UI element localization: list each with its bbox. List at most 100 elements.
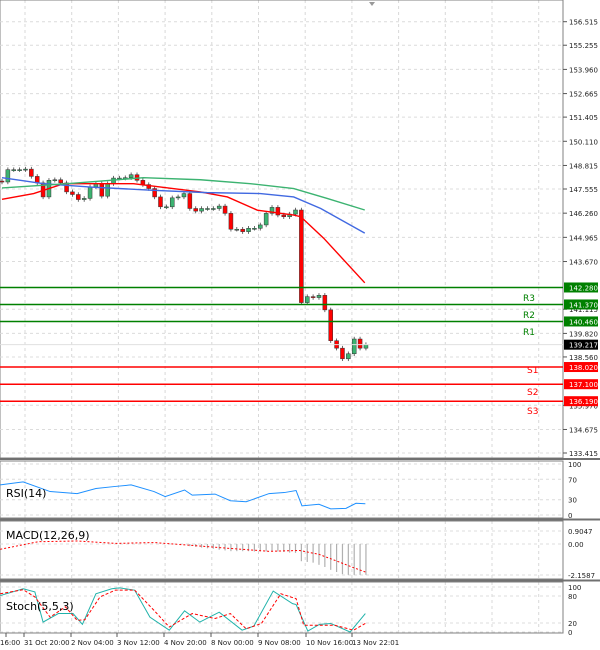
- candle: [222, 205, 228, 214]
- price-axis-label: 153.960: [569, 66, 598, 74]
- time-axis-label: 16:00: [0, 639, 20, 647]
- level-price-label: 136.190: [569, 398, 598, 406]
- candle: [293, 209, 298, 215]
- candle: [187, 193, 193, 209]
- level-label: S1: [527, 366, 538, 376]
- candle: [281, 214, 287, 217]
- rsi-title: RSI(14): [6, 487, 46, 500]
- price-axis-label: 147.555: [569, 186, 598, 194]
- level-price-tag: [564, 299, 598, 310]
- level-price-label: 142.280: [569, 284, 598, 292]
- current-price-tag: [564, 339, 598, 350]
- indicator-axis-label: 0.9047: [568, 528, 593, 536]
- level-price-tag: [564, 379, 598, 390]
- current-price-label: 139.217: [569, 342, 598, 350]
- candle: [11, 169, 16, 171]
- time-axis-label: 10 Nov 16:00: [306, 639, 353, 647]
- candle: [17, 169, 22, 171]
- candle: [316, 295, 322, 298]
- price-axis-label: 139.820: [569, 330, 598, 338]
- candle: [205, 208, 210, 210]
- time-axis-label: 4 Nov 20:00: [164, 639, 207, 647]
- candle: [128, 174, 134, 178]
- candle: [275, 207, 281, 216]
- panel-border: [0, 581, 564, 634]
- candle: [23, 168, 28, 171]
- candle: [228, 213, 234, 230]
- candle: [199, 208, 204, 212]
- candle: [351, 338, 357, 355]
- candle: [146, 184, 151, 189]
- price-axis-label: 151.405: [569, 114, 598, 122]
- price-axis-label: 148.815: [569, 162, 598, 170]
- level-price-label: 138.020: [569, 364, 598, 372]
- candle: [310, 296, 316, 298]
- candle: [58, 179, 63, 184]
- candle: [246, 228, 251, 232]
- candle: [81, 198, 87, 200]
- level-label: R2: [523, 311, 535, 321]
- rsi-line: [0, 481, 366, 510]
- panel-border: [0, 460, 564, 519]
- candle: [304, 296, 310, 303]
- price-axis-label: 146.260: [569, 210, 598, 218]
- candle: [52, 179, 58, 181]
- moving-average-line: [1, 182, 366, 284]
- stoch-line: [0, 589, 366, 631]
- level-label: R1: [523, 328, 535, 338]
- level-label: S2: [527, 388, 538, 398]
- candle: [0, 180, 5, 183]
- time-axis-label: 31 Oct 20:00: [24, 639, 70, 647]
- price-axis-label: 150.110: [569, 138, 598, 146]
- candle: [328, 309, 333, 341]
- candle: [299, 209, 304, 303]
- candle: [70, 191, 75, 195]
- candle: [181, 193, 187, 198]
- price-axis-label: 144.965: [569, 234, 598, 242]
- candle: [252, 228, 257, 230]
- candle: [357, 338, 363, 349]
- candle: [87, 186, 93, 199]
- level-price-label: 137.100: [569, 381, 598, 389]
- candle: [164, 206, 169, 209]
- level-price-tag: [564, 282, 598, 293]
- panel-border: [0, 520, 564, 580]
- candle: [340, 347, 345, 360]
- price-axis-label: 152.665: [569, 91, 598, 99]
- level-price-label: 140.460: [569, 318, 598, 326]
- indicator-axis-label: 80: [568, 593, 577, 601]
- candle: [263, 213, 269, 226]
- candle: [240, 228, 245, 232]
- level-label: R3: [523, 294, 535, 304]
- candle: [234, 228, 240, 231]
- level-price-tag: [564, 316, 598, 327]
- indicator-axis-label: 0.00: [568, 541, 584, 549]
- indicator-axis-label: 70: [568, 476, 577, 484]
- indicator-axis-label: 100: [568, 461, 581, 469]
- time-axis-label: 9 Nov 08:00: [258, 639, 301, 647]
- indicator-axis-label: -2.1587: [568, 572, 595, 580]
- price-axis-label: 156.515: [569, 19, 598, 27]
- candle: [76, 194, 81, 200]
- candle: [105, 183, 110, 197]
- candle: [29, 168, 34, 177]
- indicator-axis-label: 0: [568, 629, 572, 637]
- candle: [64, 182, 69, 193]
- candle: [111, 177, 116, 184]
- indicator-axis-label: 20: [568, 620, 577, 628]
- candle: [193, 208, 198, 212]
- time-axis-label: 8 Nov 00:00: [211, 639, 254, 647]
- price-axis-label: 138.560: [569, 354, 598, 362]
- price-axis-label: 133.415: [569, 450, 598, 458]
- level-label: S3: [527, 407, 538, 417]
- stoch-line: [0, 587, 366, 633]
- candle: [158, 196, 163, 208]
- indicator-axis-label: 30: [568, 497, 577, 505]
- moving-average-line: [1, 176, 365, 211]
- time-axis-label: 2 Nov 04:00: [71, 639, 114, 647]
- price-axis-label: 134.675: [569, 426, 598, 434]
- candle: [152, 188, 157, 198]
- candle: [169, 197, 175, 208]
- time-axis-label: 13 Nov 22:01: [352, 639, 399, 647]
